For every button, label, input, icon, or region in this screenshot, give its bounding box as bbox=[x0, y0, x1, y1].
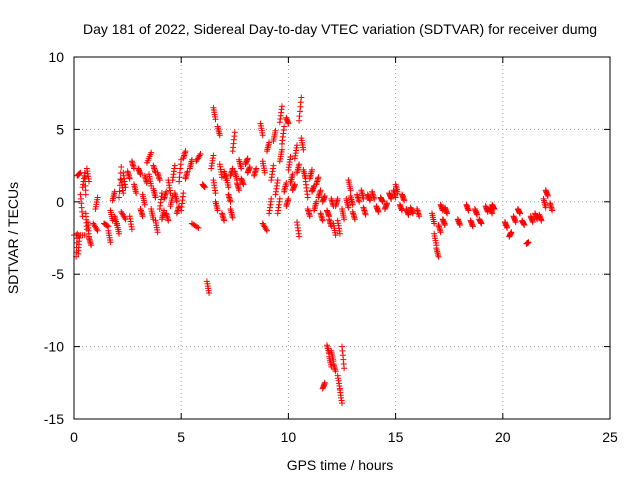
x-tick-label: 10 bbox=[281, 429, 297, 445]
x-tick-label: 25 bbox=[602, 429, 618, 445]
y-tick-label: -10 bbox=[44, 339, 64, 355]
y-tick-label: 10 bbox=[48, 49, 64, 65]
x-tick-label: 20 bbox=[495, 429, 511, 445]
y-tick-label: -15 bbox=[44, 411, 64, 427]
plot-frame bbox=[73, 56, 611, 420]
x-axis-label: GPS time / hours bbox=[287, 457, 394, 473]
y-axis-label: SDTVAR / TECUs bbox=[5, 182, 21, 294]
ticks-layer: 0 5 10 15 20 25 -15 -10 -5 0 5 10 bbox=[44, 49, 618, 445]
y-tick-label: 5 bbox=[56, 121, 64, 137]
x-tick-label: 0 bbox=[70, 429, 78, 445]
y-tick-label: 0 bbox=[56, 194, 64, 210]
x-tick-label: 5 bbox=[177, 429, 185, 445]
x-tick-label: 15 bbox=[388, 429, 404, 445]
chart-title: Day 181 of 2022, Sidereal Day-to-day VTE… bbox=[83, 21, 597, 37]
y-tick-label: -5 bbox=[52, 266, 65, 282]
